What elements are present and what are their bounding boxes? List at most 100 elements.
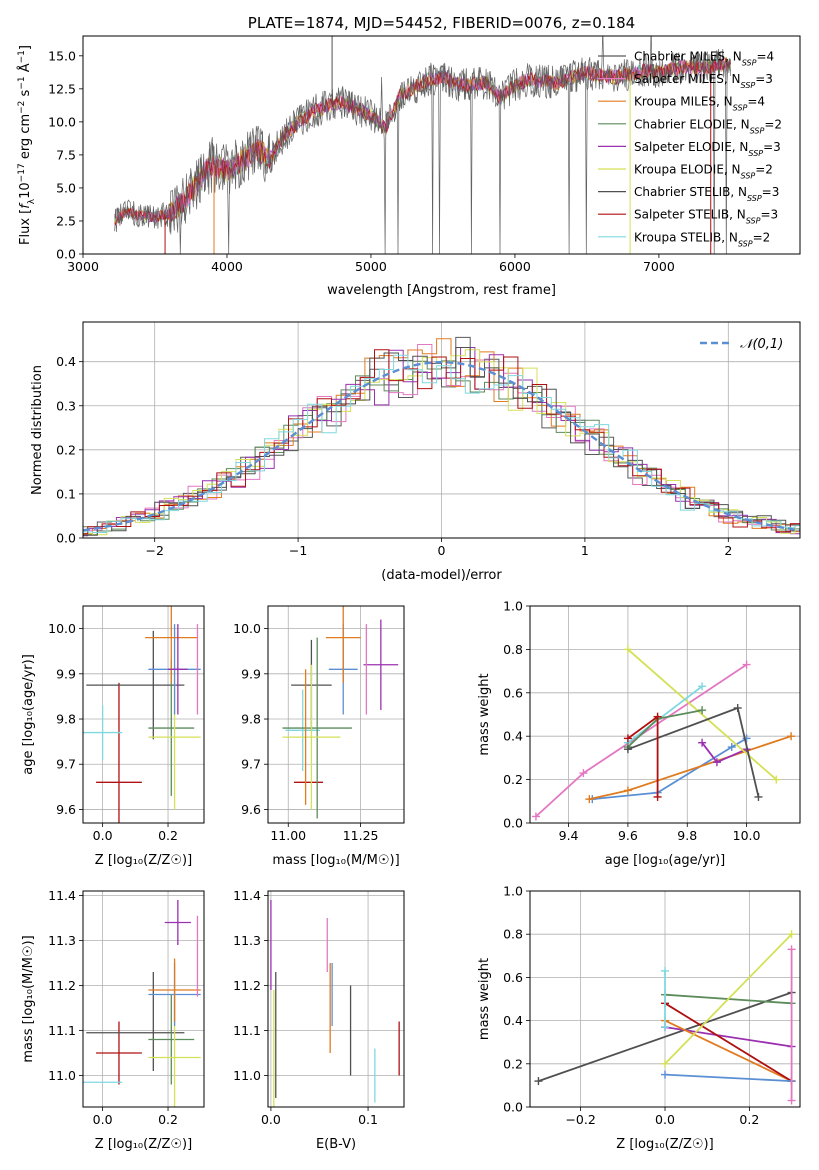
age-vs-Z-panel: 0.0 0.2 9.6 9.7 9.8 9.9 10.0 Z [log₁₀(Z/Z☉)] age… xyxy=(21,605,205,868)
y-tick-label: 0.3 xyxy=(56,398,76,413)
legend-label: 𝒩(0,1) xyxy=(740,337,783,352)
legend-label: Salpeter STELIB, NSSP=3 xyxy=(634,208,778,226)
weight-line xyxy=(627,685,703,744)
y-tick-label: 11.4 xyxy=(233,888,261,903)
y-tick-label: 9.7 xyxy=(56,757,76,772)
x-tick-label: 9.6 xyxy=(618,828,638,843)
y-tick-label: 11.2 xyxy=(233,978,261,993)
y-axis-label: age [log₁₀(age/yr)] xyxy=(21,654,36,775)
x-tick-label: 1 xyxy=(581,543,589,558)
weight-marker xyxy=(712,758,721,767)
x-tick-label: −2 xyxy=(145,543,163,558)
weight-marker xyxy=(623,745,632,754)
weight-line xyxy=(589,735,792,800)
weight-lines xyxy=(534,930,796,1105)
weight-marker xyxy=(787,1096,796,1105)
weight-marker xyxy=(772,775,781,784)
x-tick-label: 11.00 xyxy=(270,828,306,843)
y-tick-label: 9.7 xyxy=(241,757,261,772)
weight-line xyxy=(538,991,792,1082)
errorbars xyxy=(282,606,399,819)
y-tick-label: 0.2 xyxy=(56,442,76,457)
errorbar-point xyxy=(282,664,341,810)
spectrum-panel: 3000 4000 5000 6000 7000 0.0 2.5 5.0 7.5 10.0 12.5… xyxy=(17,14,801,298)
weight-marker xyxy=(698,706,707,715)
y-axis-label: mass weight xyxy=(477,958,492,1040)
weight-marker xyxy=(531,812,540,821)
weight-line xyxy=(664,933,793,1065)
errorbar-point xyxy=(325,606,361,683)
axes-frame xyxy=(82,605,205,824)
x-tick-label: 2 xyxy=(724,543,732,558)
legend-label: Kroupa ELODIE, NSSP=2 xyxy=(634,163,773,181)
weight-marker xyxy=(579,769,588,778)
legend-label: Chabrier ELODIE, NSSP=2 xyxy=(634,117,782,135)
x-axis-label: wavelength [Angstrom, rest frame] xyxy=(327,283,556,298)
y-tick-label: 0.1 xyxy=(56,486,76,501)
y-tick-label: 11.3 xyxy=(233,933,261,948)
x-tick-label: 0.0 xyxy=(93,1112,113,1127)
errorbar-point xyxy=(148,958,201,1022)
x-tick-label: 0.1 xyxy=(358,1112,378,1127)
weight-marker xyxy=(623,645,632,654)
y-tick-label: 0.0 xyxy=(503,816,523,831)
errorbars xyxy=(270,900,400,1107)
errorbar-point xyxy=(145,606,198,683)
weight-marker xyxy=(787,945,796,954)
y-axis-label: Flux [fλ10−17 erg cm−2 s−1 Å−1] xyxy=(17,45,37,245)
axes-frame xyxy=(529,890,801,1108)
y-tick-label: 0.2 xyxy=(503,772,523,787)
errorbar-point xyxy=(363,619,399,710)
y-tick-label: 9.6 xyxy=(241,802,261,817)
errorbar-point xyxy=(96,682,142,823)
errorbar-point xyxy=(164,900,191,945)
y-tick-label: 5.0 xyxy=(56,180,76,195)
y-tick-label: 1.0 xyxy=(503,599,523,614)
weight-marker xyxy=(623,786,632,795)
spectrum-line xyxy=(114,51,731,235)
y-tick-label: 9.6 xyxy=(56,802,76,817)
y-tick-label: 10.0 xyxy=(233,621,261,636)
y-tick-label: 11.1 xyxy=(233,1023,261,1038)
y-tick-label: 10.0 xyxy=(48,621,76,636)
weight-marker xyxy=(787,732,796,741)
weight-line xyxy=(592,737,748,800)
errorbar-point xyxy=(168,624,188,715)
weight-line xyxy=(664,1002,793,1082)
x-tick-label: 0.0 xyxy=(655,1112,675,1127)
axes-frame xyxy=(267,605,405,824)
x-tick-label: −0.2 xyxy=(565,1112,595,1127)
y-tick-label: 10.0 xyxy=(48,114,76,129)
y-tick-label: 9.9 xyxy=(241,666,261,681)
x-axis-label: (data-model)/error xyxy=(381,568,502,583)
gaussian-curve xyxy=(83,360,800,532)
y-axis-label: Normed distribution xyxy=(30,365,45,495)
x-tick-label: 0.2 xyxy=(739,1112,759,1127)
residuals-panel: −2 −1 0 1 2 0.0 0.1 0.2 0.3 0.4 (data-model)/error… xyxy=(30,321,801,583)
x-axis-label: E(B-V) xyxy=(316,1137,356,1152)
x-tick-label: 5000 xyxy=(355,259,387,274)
x-tick-label: 11.25 xyxy=(343,828,379,843)
y-tick-label: 9.8 xyxy=(56,712,76,727)
x-tick-label: −1 xyxy=(289,543,307,558)
y-tick-label: 11.4 xyxy=(48,888,76,903)
y-tick-label: 11.1 xyxy=(48,1023,76,1038)
x-tick-label: 10.0 xyxy=(733,828,761,843)
y-tick-label: 0.2 xyxy=(503,1056,523,1071)
y-tick-label: 0.6 xyxy=(503,685,523,700)
axes-frame xyxy=(529,605,801,824)
x-axis-label: age [log₁₀(age/yr)] xyxy=(605,853,726,868)
legend: 𝒩(0,1) xyxy=(700,337,783,352)
axes-frame xyxy=(267,890,405,1108)
weight-marker xyxy=(733,703,742,712)
weight-line xyxy=(664,1019,792,1082)
y-tick-label: 1.0 xyxy=(503,884,523,899)
weight-marker xyxy=(661,1023,669,1032)
y-tick-label: 15.0 xyxy=(48,48,76,63)
legend-label: Chabrier MILES, NSSP=4 xyxy=(634,50,774,68)
y-tick-label: 7.5 xyxy=(56,147,76,162)
y-tick-label: 0.6 xyxy=(503,970,523,985)
x-tick-label: 3000 xyxy=(67,259,99,274)
y-axis-label: mass weight xyxy=(477,673,492,755)
x-tick-label: 6000 xyxy=(499,259,531,274)
